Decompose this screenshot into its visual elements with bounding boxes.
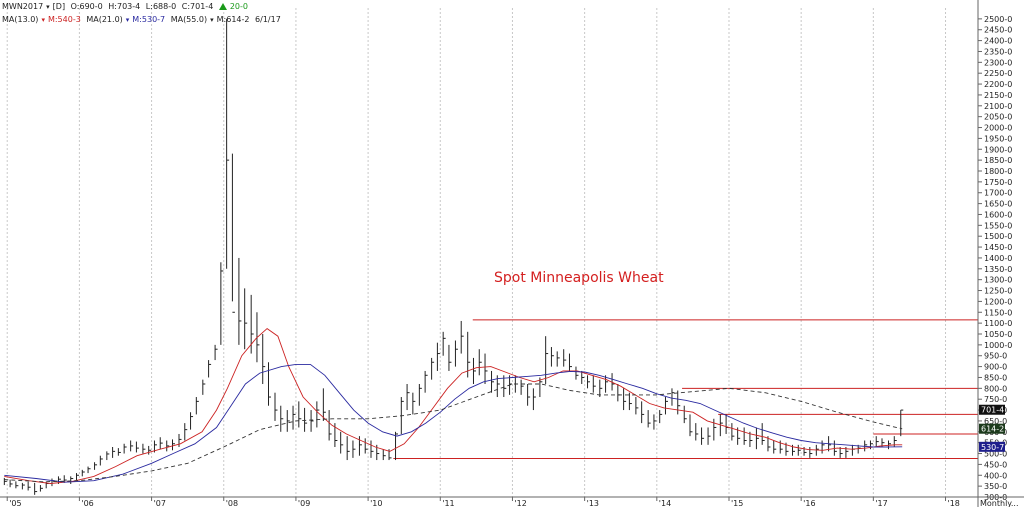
y-tick-label: 2500-0 <box>984 15 1012 24</box>
y-tick-label: 1300-0 <box>984 276 1012 285</box>
symbol-caret-icon[interactable]: ▾ <box>46 3 50 11</box>
y-tick-label: 500-0 <box>984 450 1007 459</box>
moving-average-line-2 <box>4 363 903 483</box>
interval-label: [D] <box>52 2 66 11</box>
symbol-label[interactable]: MWN2017 <box>2 2 44 11</box>
y-tick-label: 2450-0 <box>984 26 1012 35</box>
y-tick-label: 2200-0 <box>984 80 1012 89</box>
horizontal-levels <box>393 319 978 460</box>
change-value: 20-0 <box>229 2 248 11</box>
open-value: O:690-0 <box>70 2 103 11</box>
header-row-2: MA(13.0) ▾ M:540-3 MA(21.0) ▾ M:530-7 MA(55.… <box>2 15 284 24</box>
x-tick-label: '17 <box>875 499 887 507</box>
y-tick-label: 400-0 <box>984 471 1007 480</box>
y-tick-label: 1900-0 <box>984 145 1012 154</box>
y-tick-label: 850-0 <box>984 373 1007 382</box>
y-tick-label: 1650-0 <box>984 200 1012 209</box>
price-bars <box>3 18 904 495</box>
y-tick-label: 2400-0 <box>984 37 1012 46</box>
y-tick-label: 750-0 <box>984 395 1007 404</box>
x-tick-label: '15 <box>731 499 743 507</box>
y-tick-label: 1800-0 <box>984 167 1012 176</box>
y-tick-label: 800-0 <box>984 384 1007 393</box>
y-tick-label: 1200-0 <box>984 297 1012 306</box>
price-tag <box>979 423 1005 434</box>
y-tick-label: 1550-0 <box>984 221 1012 230</box>
y-tick-label: 2350-0 <box>984 47 1012 56</box>
y-tick-label: 450-0 <box>984 460 1007 469</box>
y-tick-label: 1500-0 <box>984 232 1012 241</box>
ma2-value: M:530-7 <box>132 15 166 24</box>
y-tick-label: 2000-0 <box>984 124 1012 133</box>
x-axis: '05 '06 '07 '08 '09 '10 '11 '12 '13 '14 '15 '16 '17 '… <box>0 496 1024 507</box>
ma1-caret-icon[interactable]: ▾ <box>41 16 45 24</box>
y-tick-label: 1700-0 <box>984 189 1012 198</box>
price-tag-label: 530-7 <box>981 443 1004 452</box>
close-value: C:701-4 <box>181 2 214 11</box>
y-tick-label: 900-0 <box>984 363 1007 372</box>
y-tick-label: 1850-0 <box>984 156 1012 165</box>
x-tick-label: '16 <box>803 499 815 507</box>
y-tick-label: 1150-0 <box>984 308 1012 317</box>
high-value: H:703-4 <box>108 2 141 11</box>
up-triangle-icon <box>218 3 227 10</box>
y-tick-label: 1450-0 <box>984 243 1012 252</box>
y-tick-label: 1250-0 <box>984 287 1012 296</box>
y-tick-label: 1950-0 <box>984 134 1012 143</box>
x-tick-label: '18 <box>948 499 960 507</box>
ma1-label[interactable]: MA(13.0) <box>2 15 39 24</box>
x-tick-label: '09 <box>298 499 310 507</box>
price-tag-label: 701-4 <box>981 406 1004 415</box>
y-tick-label: 1000-0 <box>984 341 1012 350</box>
price-tags: 701-4 614-2 530-7 <box>979 404 1005 452</box>
x-tick-label: '05 <box>9 499 21 507</box>
y-tick-label: 2100-0 <box>984 102 1012 111</box>
y-tick-label: 2050-0 <box>984 113 1012 122</box>
y-tick-label: 1050-0 <box>984 330 1012 339</box>
x-tick-label: '14 <box>659 499 671 507</box>
y-tick-label: 2150-0 <box>984 91 1012 100</box>
price-tag <box>979 441 1005 452</box>
low-value: L:688-0 <box>145 2 177 11</box>
y-tick-label: 1100-0 <box>984 319 1012 328</box>
grid-lines <box>6 8 947 497</box>
moving-average-lines <box>4 328 903 484</box>
ma1-value: M:540-3 <box>47 15 81 24</box>
date-label: 6/1/17 <box>255 15 281 24</box>
y-tick-label: 1350-0 <box>984 265 1012 274</box>
y-tick-label: 1600-0 <box>984 210 1012 219</box>
x-tick-label: '06 <box>81 499 93 507</box>
ma3-label[interactable]: MA(55.0) <box>170 15 208 24</box>
y-tick-label: 1750-0 <box>984 178 1012 187</box>
y-axis: 300-0350-0400-0450-0500-0550-0600-0650-0… <box>977 0 1012 507</box>
x-tick-label: '13 <box>587 499 599 507</box>
x-tick-label: '11 <box>442 499 454 507</box>
period-label: Monthly... <box>980 499 1019 507</box>
header-row-1: MWN2017 ▾ [D] O:690-0 H:703-4 L:688-0 C:70… <box>2 2 254 11</box>
y-tick-label: 650-0 <box>984 417 1007 426</box>
x-tick-label: '07 <box>154 499 166 507</box>
ma3-caret-icon[interactable]: ▾ <box>210 16 214 24</box>
x-tick-label: '08 <box>226 499 238 507</box>
price-tag <box>979 404 1005 415</box>
y-tick-label: 2300-0 <box>984 58 1012 67</box>
moving-average-line-1 <box>4 328 903 484</box>
y-tick-label: 1400-0 <box>984 254 1012 263</box>
chart-title: Spot Minneapolis Wheat <box>494 270 664 286</box>
y-tick-label: 950-0 <box>984 352 1007 361</box>
price-tag-label: 614-2 <box>981 425 1004 434</box>
moving-average-line-3 <box>4 383 903 483</box>
ma2-caret-icon[interactable]: ▾ <box>125 16 130 24</box>
y-tick-label: 2250-0 <box>984 69 1012 78</box>
ma3-value: M:614-2 <box>216 15 250 24</box>
ma2-label[interactable]: MA(21.0) <box>86 15 123 24</box>
x-tick-label: '10 <box>370 499 382 507</box>
x-tick-label: '12 <box>514 499 526 507</box>
y-tick-label: 350-0 <box>984 482 1007 491</box>
